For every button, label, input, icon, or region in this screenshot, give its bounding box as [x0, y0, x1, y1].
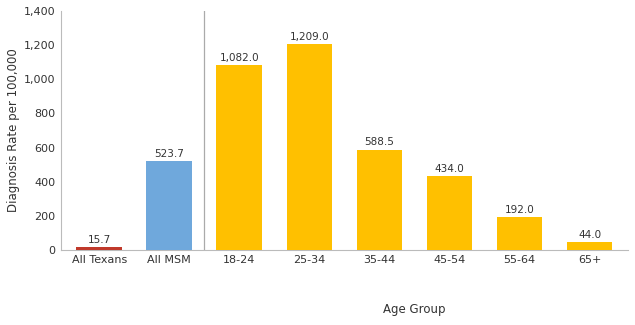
Bar — [357, 150, 402, 250]
Text: 192.0: 192.0 — [505, 205, 534, 215]
Bar — [217, 65, 262, 250]
Text: Age Group: Age Group — [383, 303, 446, 316]
Bar — [567, 242, 612, 250]
Text: 1,082.0: 1,082.0 — [220, 53, 259, 63]
Text: 523.7: 523.7 — [154, 149, 184, 159]
Bar — [286, 44, 332, 250]
Bar — [76, 247, 122, 250]
Text: 15.7: 15.7 — [88, 235, 110, 245]
Bar — [497, 217, 542, 250]
Text: 1,209.0: 1,209.0 — [290, 32, 329, 42]
Bar — [427, 176, 472, 250]
Text: 434.0: 434.0 — [434, 164, 464, 174]
Text: 588.5: 588.5 — [364, 137, 394, 148]
Text: 44.0: 44.0 — [578, 230, 601, 240]
Bar — [147, 161, 192, 250]
Y-axis label: Diagnosis Rate per 100,000: Diagnosis Rate per 100,000 — [7, 49, 20, 212]
